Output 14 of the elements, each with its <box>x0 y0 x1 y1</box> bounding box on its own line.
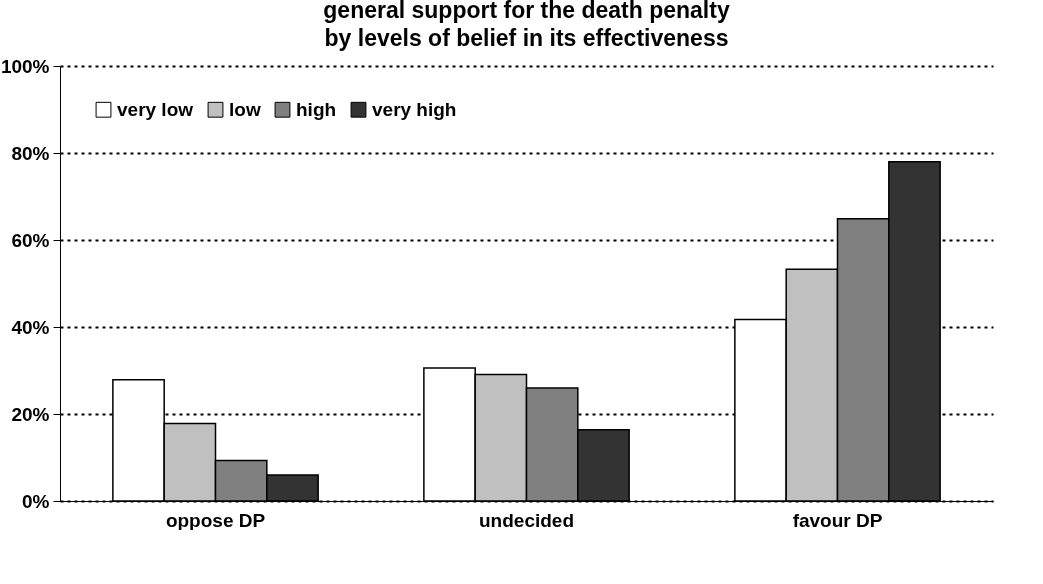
y-tick-label: 20% <box>11 403 50 425</box>
legend-label: very low <box>117 98 194 120</box>
x-tick-label: oppose DP <box>165 509 266 531</box>
chart-title: general support for the death penalty by levels of belief in its effectiveness <box>323 0 730 51</box>
x-tick-label: favour DP <box>792 509 883 531</box>
y-tick-label: 80% <box>11 142 50 164</box>
legend-label: high <box>296 98 337 120</box>
y-tick-label: 60% <box>11 229 50 251</box>
legend-label: low <box>229 98 261 120</box>
y-tick-label: 0% <box>22 490 50 512</box>
legend-label: very high <box>372 98 457 120</box>
y-tick-label: 40% <box>11 316 50 338</box>
x-tick-label: undecided <box>478 509 575 531</box>
y-tick-label: 100% <box>0 55 50 77</box>
